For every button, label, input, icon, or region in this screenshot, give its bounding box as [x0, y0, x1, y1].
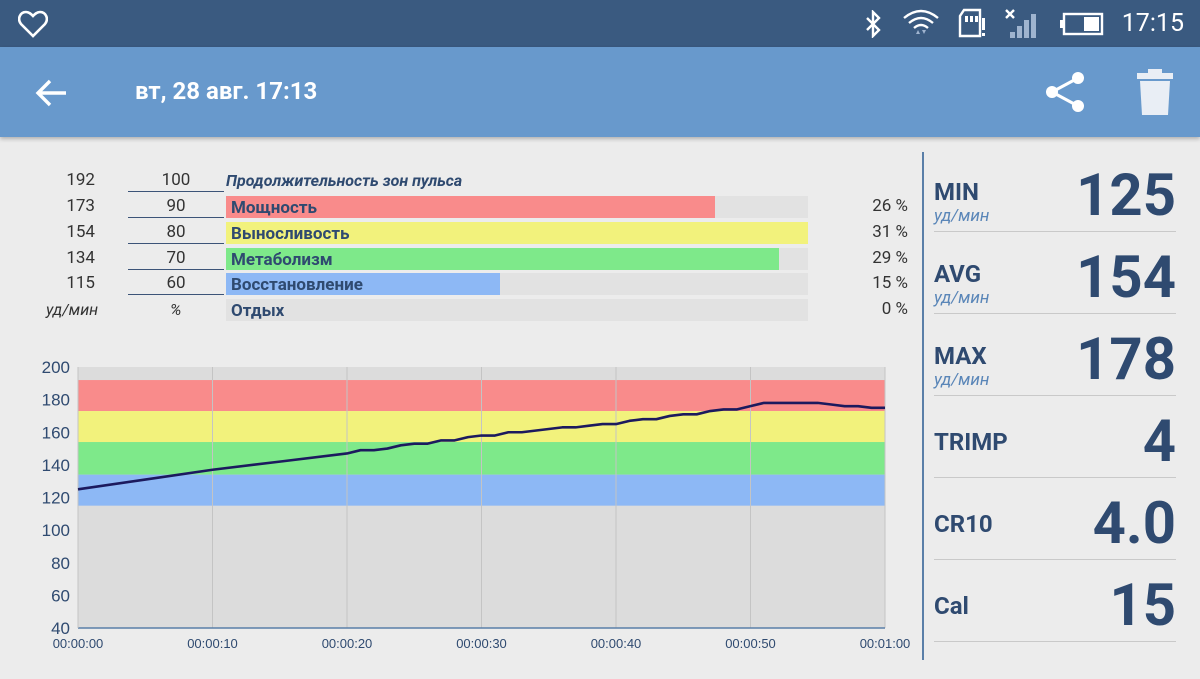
heart-rate-chart: 00:00:00 00:00:10 00:00:20 00:00:30 00:00:40… — [0, 357, 922, 675]
stats-panel: MIN уд/мин 125 AVG уд/мин 154 MAX уд/мин 178 TRIM… — [924, 150, 1200, 642]
page-title: вт, 28 авг. 17:13 — [135, 77, 318, 105]
stat-label: AVG — [934, 260, 982, 288]
stat-min: MIN уд/мин 125 — [934, 150, 1176, 232]
zone-bpm: 115 — [66, 273, 95, 293]
chart-svg: 00:00:00 00:00:10 00:00:20 00:00:30 00:00:40… — [42, 358, 911, 651]
zone-bar-fill — [226, 222, 808, 244]
zone-bpm: 173 — [66, 196, 95, 216]
zone-bar-fill — [226, 273, 500, 295]
bluetooth-icon — [865, 9, 881, 38]
wifi-icon — [902, 9, 939, 34]
y-tick-label: 60 — [51, 586, 70, 605]
zone-row: 173 90 Мощность 26 % — [0, 196, 920, 218]
status-time: 17:15 — [1121, 9, 1184, 38]
stat-label: MIN — [934, 178, 979, 206]
stat-label: TRIMP — [934, 428, 1008, 456]
zone-bar: Выносливость — [226, 222, 808, 244]
zone-row: 134 70 Метаболизм 29 % — [0, 248, 920, 270]
zone-bpm: 192 — [66, 170, 95, 190]
heart-icon — [18, 10, 48, 38]
sd-card-icon — [958, 8, 985, 37]
y-tick-label: 120 — [42, 489, 70, 508]
zone-bar: Мощность — [226, 196, 808, 218]
zone-label: Восстановление — [231, 275, 363, 295]
y-tick-label: 100 — [42, 521, 70, 540]
stat-label: CR10 — [934, 510, 993, 538]
y-tick-label: 200 — [42, 358, 70, 377]
stat-value: 4 — [1142, 408, 1176, 476]
stat-cal: Cal 15 — [934, 560, 1176, 642]
zone-label: Метаболизм — [231, 250, 333, 270]
zone-bar-fill — [226, 196, 715, 218]
zone-row: 192 100 — [0, 170, 920, 192]
y-tick-label: 80 — [51, 554, 70, 573]
x-tick-label: 00:00:20 — [322, 636, 373, 651]
x-tick-label: 00:00:00 — [53, 636, 104, 651]
zone-label: Отдых — [231, 301, 285, 321]
x-tick-label: 00:00:50 — [725, 636, 776, 651]
y-tick-label: 160 — [42, 423, 70, 442]
zone-percent-max: 100 — [128, 170, 224, 192]
back-arrow-icon[interactable] — [34, 75, 70, 111]
stat-value: 154 — [1076, 244, 1176, 312]
stat-label: Cal — [934, 592, 969, 620]
x-tick-label: 00:00:40 — [591, 636, 642, 651]
x-tick-label: 00:00:30 — [456, 636, 507, 651]
zone-bar: Отдых — [226, 299, 808, 321]
zone-share: 31 % — [872, 222, 908, 242]
zone-row: 154 80 Выносливость 31 % — [0, 222, 920, 244]
x-tick-label: 00:01:00 — [860, 636, 911, 651]
panel-divider — [922, 152, 924, 660]
zone-bpm: 154 — [66, 222, 95, 242]
main-content: Продолжительность зон пульса 192 100 173 90… — [0, 137, 922, 675]
zone-bar: Метаболизм — [226, 248, 808, 270]
signal-icon — [1004, 8, 1036, 38]
battery-icon — [1059, 12, 1103, 35]
heart-rate-line — [77, 401, 885, 491]
stat-trimp: TRIMP 4 — [934, 396, 1176, 478]
stat-value: 125 — [1076, 162, 1176, 230]
zone-percent-max: 70 — [128, 248, 224, 270]
stat-value: 178 — [1076, 326, 1176, 394]
zone-label: Выносливость — [231, 224, 350, 244]
status-bar: 17:15 — [0, 0, 1200, 47]
pct-unit-label: % — [170, 300, 182, 319]
trash-icon[interactable] — [1136, 67, 1174, 117]
zone-label: Мощность — [231, 198, 318, 218]
zones-title: Продолжительность зон пульса — [226, 171, 463, 190]
stat-cr10: CR10 4.0 — [934, 478, 1176, 560]
y-tick-label: 40 — [51, 619, 70, 638]
zone-row: Отдых 0 % — [0, 299, 920, 321]
x-tick-label: 00:00:10 — [187, 636, 238, 651]
stat-unit: уд/мин — [934, 370, 990, 390]
zone-share: 26 % — [872, 196, 908, 216]
zone-percent-max: 60 — [128, 273, 224, 295]
stat-unit: уд/мин — [934, 206, 990, 226]
zone-percent-max: 80 — [128, 222, 224, 244]
stat-unit: уд/мин — [934, 288, 990, 308]
y-tick-label: 180 — [42, 391, 70, 410]
stat-value: 4.0 — [1092, 490, 1176, 558]
stat-avg: AVG уд/мин 154 — [934, 232, 1176, 314]
stat-value: 15 — [1109, 572, 1176, 640]
y-tick-label: 140 — [42, 456, 70, 475]
zone-share: 15 % — [872, 273, 908, 293]
zone-share: 0 % — [881, 299, 908, 319]
zone-row: 115 60 Восстановление 15 % — [0, 273, 920, 295]
zone-bpm: 134 — [66, 248, 95, 268]
bpm-unit-label: уд/мин — [46, 300, 99, 319]
zone-percent-max: 90 — [128, 196, 224, 218]
share-icon[interactable] — [1042, 69, 1088, 115]
zone-bar: Восстановление — [226, 273, 808, 295]
zone-share: 29 % — [872, 248, 908, 268]
zone-bar-fill — [226, 248, 779, 270]
stat-max: MAX уд/мин 178 — [934, 314, 1176, 396]
stat-label: MAX — [934, 342, 987, 370]
app-bar: вт, 28 авг. 17:13 — [0, 47, 1200, 137]
